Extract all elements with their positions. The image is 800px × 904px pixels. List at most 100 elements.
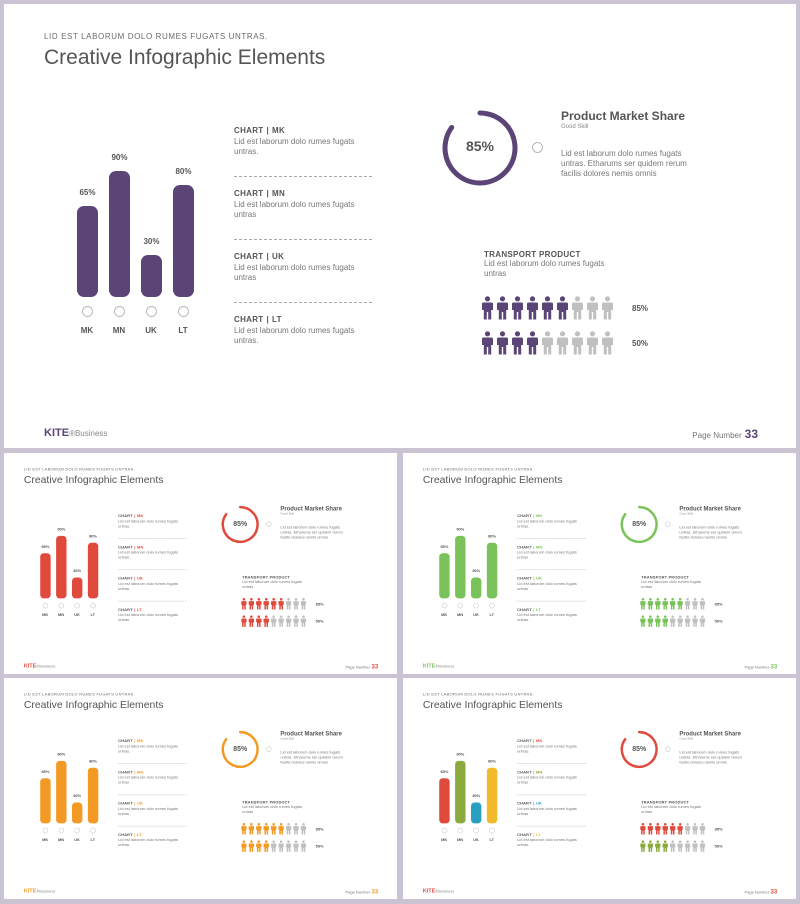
chart-item-heading: CHART|MN — [517, 544, 543, 550]
market-share-value: 85% — [632, 744, 647, 753]
page-number-label: Page Number — [744, 664, 770, 670]
bar-group-uk: 30% — [71, 569, 83, 599]
person-icon — [692, 615, 698, 627]
chart-item-heading: CHART|LT — [118, 607, 142, 612]
person-icon — [669, 840, 676, 852]
person-icon — [256, 840, 262, 852]
bar-mk — [439, 778, 450, 824]
chart-item-heading: CHART|UK — [517, 801, 543, 806]
thumbnail-slide-multicolor[interactable]: LID EST LABORUM DOLO RUMES FUGATS UNTRAS… — [403, 678, 796, 899]
transport-title: TRANSPORT PRODUCT — [484, 250, 581, 259]
thumbnail-slide-orange[interactable]: LID EST LABORUM DOLO RUMES FUGATS UNTRAS… — [4, 678, 397, 899]
brand-logo-sub: ®Business — [435, 888, 455, 894]
page-number-label: Page Number — [345, 889, 371, 895]
market-share-donut — [620, 505, 658, 544]
person-icon — [587, 331, 598, 355]
transport-title: TRANSPORT PRODUCT — [641, 575, 690, 580]
people-row-1-label: 85% — [632, 304, 649, 313]
chart-item-heading: CHART|MK — [118, 513, 144, 519]
person-icon — [677, 822, 683, 835]
market-share-subtitle: Good Skill — [280, 512, 294, 516]
person-icon — [293, 822, 299, 835]
bar-dot-mk — [42, 827, 49, 834]
transport-text: Lid est laborum dolo rumes fugats untras — [484, 259, 605, 278]
market-share-text: Lid est laborum dolo rumes fugats untras… — [679, 749, 742, 765]
person-icon — [497, 296, 508, 320]
bar-uk — [141, 255, 162, 297]
page-number: Page Number33 — [745, 888, 778, 895]
bar-value-label: 65% — [440, 544, 449, 549]
bar-group-mk: 65% — [439, 769, 450, 824]
people-row-1-label: 85% — [315, 826, 324, 832]
slide-subtitle: LID EST LABORUM DOLO RUMES FUGATS UNTRAS… — [422, 466, 534, 472]
bar-value-label: 30% — [472, 568, 481, 574]
bar-mn — [56, 760, 67, 824]
person-icon — [640, 597, 646, 610]
chart-item-heading: CHART|MN — [118, 544, 144, 550]
person-icon — [557, 331, 568, 355]
chart-item-text: Lid est laborum dolo rumes fugats untras… — [234, 326, 355, 345]
bar-mk — [40, 553, 51, 599]
market-share-text: Lid est laborum dolo rumes fugats untras… — [280, 524, 343, 540]
bar-value-label: 65% — [41, 769, 50, 774]
person-icon — [293, 597, 299, 610]
chart-item-text: Lid est laborum dolo rumes fugats untras — [517, 775, 577, 785]
chart-item-heading: CHART|MK — [517, 513, 543, 519]
page-number-value: 33 — [744, 427, 758, 441]
market-share-dot — [265, 746, 272, 752]
bar-group-uk: 30% — [470, 794, 482, 824]
bar-value-label: 80% — [89, 533, 98, 539]
market-share-title: Product Market Share — [561, 109, 686, 123]
brand-logo-sub: ®Business — [36, 888, 56, 894]
person-icon — [677, 840, 683, 852]
bar-chart: 65% MK 90% MN 30% UK 80% LT — [38, 743, 107, 850]
market-share-dot — [664, 521, 671, 527]
person-icon — [285, 597, 292, 610]
market-share-text: Lid est laborum dolo rumes fugats untras… — [280, 749, 343, 765]
person-icon — [662, 822, 668, 835]
bar-category-label: UK — [74, 612, 80, 618]
thumbnail-slide-green[interactable]: LID EST LABORUM DOLO RUMES FUGATS UNTRAS… — [403, 453, 796, 674]
market-share-dot — [265, 521, 272, 527]
market-share-title: Product Market Share — [679, 505, 741, 513]
bar-dot-uk — [146, 306, 157, 317]
chart-item-divider — [234, 239, 372, 240]
person-icon — [677, 615, 683, 627]
market-share-arc — [620, 505, 658, 544]
bar-dot-uk — [74, 602, 80, 609]
person-icon — [684, 615, 691, 627]
bar-dot-mk — [441, 602, 448, 609]
bar-uk — [71, 802, 83, 824]
bar-category-label: MN — [112, 326, 126, 335]
bar-value-label: 80% — [488, 758, 497, 764]
people-row-2-label: 50% — [714, 619, 723, 624]
bar-category-label: LT — [90, 837, 96, 843]
people-row-1-label: 85% — [315, 601, 324, 607]
bar-chart: 65% MK 90% MN 30% UK 80% LT — [437, 518, 506, 625]
person-icon — [669, 822, 676, 835]
transport-title: TRANSPORT PRODUCT — [242, 575, 291, 580]
person-icon — [300, 597, 307, 610]
brand-logo: KITE®Business — [423, 888, 454, 894]
bar-group-mn: 90% — [56, 752, 67, 824]
bar-category-label: MN — [456, 612, 464, 618]
market-share-title: Product Market Share — [679, 730, 741, 738]
chart-item-heading: CHART|UK — [118, 801, 144, 806]
bar-category-label: UK — [145, 326, 157, 335]
person-icon — [647, 822, 654, 835]
person-icon — [655, 597, 661, 610]
brand-logo-sub: ®Business — [69, 429, 108, 438]
person-icon — [602, 296, 613, 320]
thumbnail-slide-red[interactable]: LID EST LABORUM DOLO RUMES FUGATS UNTRAS… — [4, 453, 397, 674]
slide-title: Creative Infographic Elements — [23, 473, 164, 486]
person-icon — [692, 597, 698, 610]
